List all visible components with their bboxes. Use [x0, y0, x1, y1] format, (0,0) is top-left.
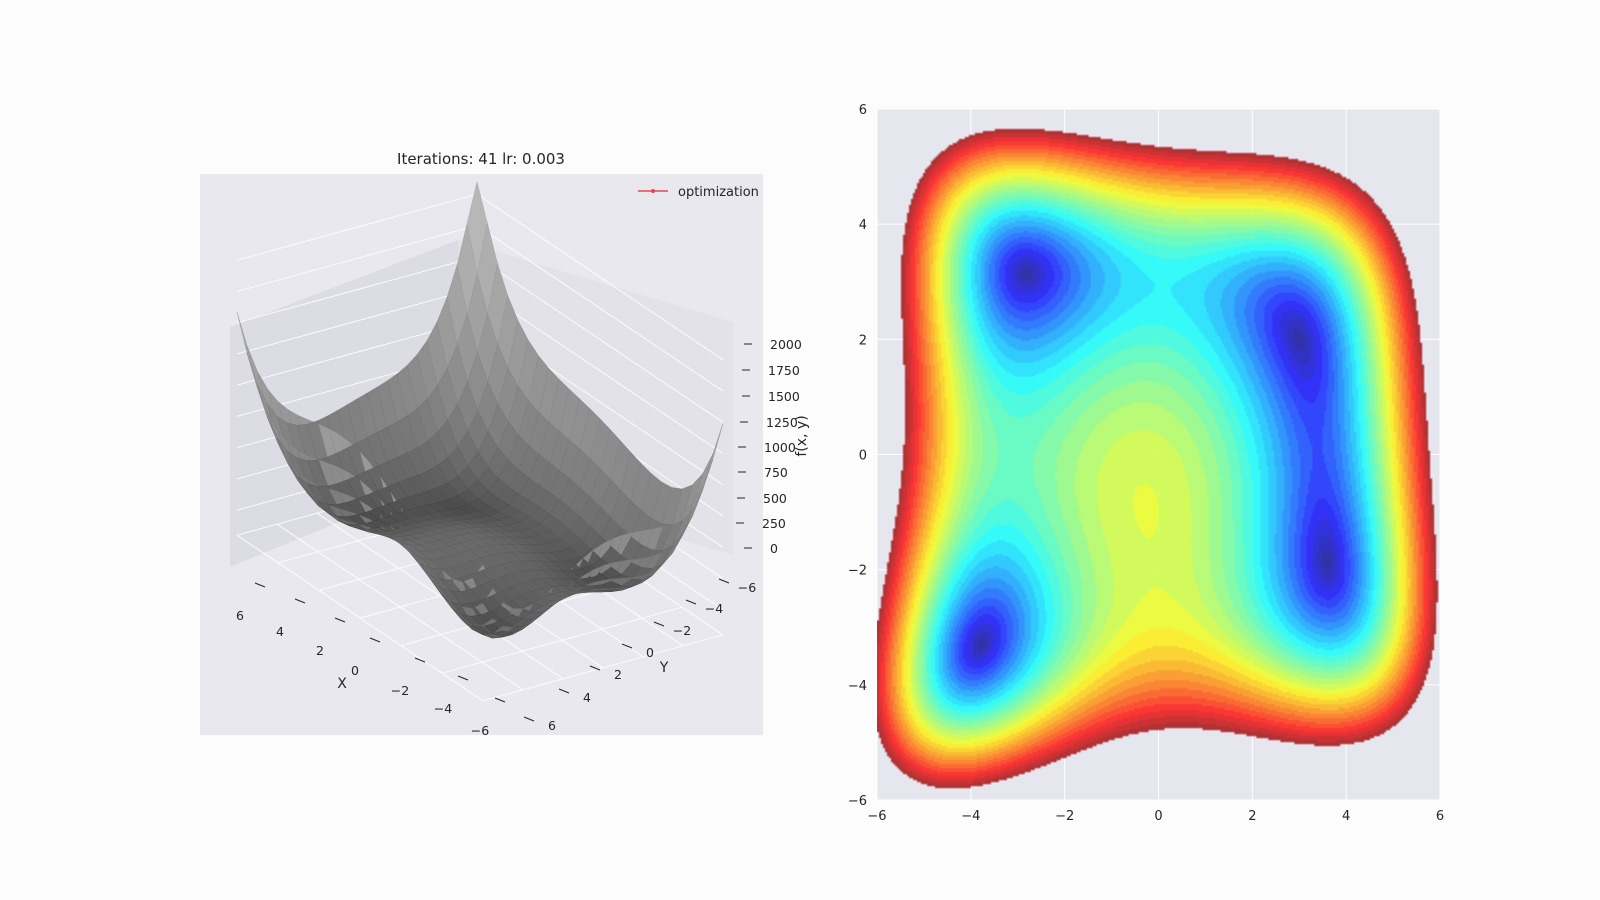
- y-tick-mark: [718, 578, 730, 584]
- z-tick-label: 2000: [770, 337, 802, 352]
- x-tick-mark: [294, 598, 306, 604]
- x-tick-label: 0: [351, 663, 359, 678]
- z-tick-label: 1500: [768, 389, 800, 404]
- y-tick-label: 0: [646, 645, 654, 660]
- x-tick-mark: [414, 657, 426, 663]
- x-axis-label: X: [337, 676, 347, 692]
- z-tick-label: 1000: [764, 440, 796, 455]
- z-tick-label: 1750: [768, 363, 800, 378]
- contour-x-tick-label: −4: [961, 809, 980, 824]
- y-tick-mark: [621, 643, 633, 649]
- surface-mesh: [236, 181, 724, 639]
- y-tick-label: −2: [673, 623, 691, 638]
- x-tick-mark: [369, 637, 381, 643]
- contour-y-tick-label: −2: [848, 564, 867, 579]
- contour-x-tick-label: 6: [1436, 809, 1444, 824]
- contour-x-tick-label: 2: [1248, 809, 1256, 824]
- x-tick-mark: [494, 697, 506, 703]
- x-tick-mark: [457, 675, 469, 681]
- z-tick-label: 1250: [766, 415, 798, 430]
- contour-y-tick-label: −6: [848, 794, 867, 809]
- z-tick-label: 750: [764, 465, 788, 480]
- contour-fill: [877, 109, 1440, 800]
- contour-y-tick-label: −4: [848, 679, 867, 694]
- y-tick-label: 6: [548, 718, 556, 733]
- x-tick-label: −4: [434, 701, 452, 716]
- contour-x-tick-label: 4: [1342, 809, 1350, 824]
- contour-y-tick-label: 4: [859, 218, 867, 233]
- contour-x-tick-label: −6: [867, 809, 886, 824]
- surface-patch: [492, 634, 513, 639]
- x-tick-label: 6: [236, 608, 244, 623]
- legend-marker: [651, 189, 655, 193]
- y-tick-label: 4: [583, 690, 591, 705]
- y-tick-mark: [589, 665, 601, 671]
- x-tick-mark: [334, 617, 346, 623]
- x-tick-label: −2: [391, 683, 409, 698]
- contour-x-tick-label: −2: [1055, 809, 1074, 824]
- legend: optimization: [638, 185, 759, 200]
- y-tick-label: −4: [705, 601, 723, 616]
- x-tick-label: 2: [316, 643, 324, 658]
- y-tick-label: −6: [738, 580, 756, 595]
- y-tick-mark: [558, 688, 570, 694]
- contour-y-tick-label: 6: [859, 103, 867, 118]
- z-axis-label: f(x, y): [794, 415, 810, 456]
- x-tick-mark: [254, 582, 266, 588]
- contour-panel: −6 −4 −2 0 2 4 6 6 4 2 0 −2 −4 −6: [848, 103, 1444, 824]
- x-tick-label: −6: [471, 723, 489, 738]
- y-tick-mark: [685, 599, 697, 605]
- z-tick-label: 250: [762, 516, 786, 531]
- z-tick-label: 500: [763, 491, 787, 506]
- legend-label: optimization: [678, 185, 759, 200]
- contour-y-tick-label: 2: [859, 333, 867, 348]
- contour-x-tick-label: 0: [1154, 809, 1162, 824]
- y-tick-mark: [523, 716, 535, 722]
- y-axis-label: Y: [659, 660, 669, 676]
- x-tick-label: 4: [276, 624, 284, 639]
- contour-y-tick-label: 0: [859, 449, 867, 464]
- y-tick-label: 2: [614, 667, 622, 682]
- z-tick-label: 0: [770, 541, 778, 556]
- y-tick-mark: [653, 621, 665, 627]
- surface-title: Iterations: 41 lr: 0.003: [397, 150, 565, 168]
- surface-panel: Iterations: 41 lr: 0.003 6 4 2 0 −2 −4 −6 −6 −4…: [200, 150, 810, 738]
